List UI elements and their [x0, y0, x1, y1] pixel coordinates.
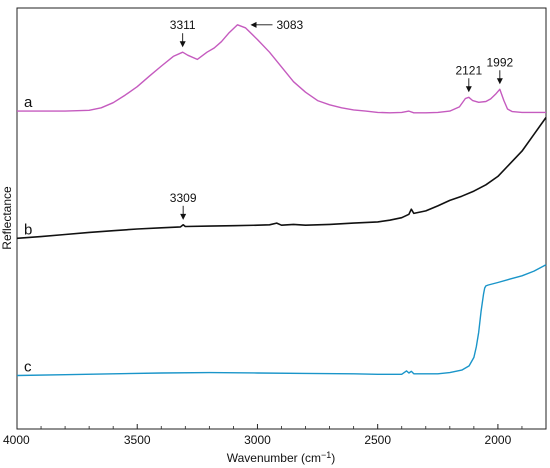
- annotation-arrow-head: [180, 213, 187, 220]
- series-label-c: c: [24, 359, 32, 376]
- annotation-arrow-head: [179, 41, 186, 48]
- annotation-3309: 3309: [170, 191, 197, 220]
- x-axis-title-suffix: ): [331, 451, 335, 465]
- series-label-a: a: [24, 94, 33, 111]
- x-axis-ticks: 4000 3500 3000 2500 2000: [3, 424, 547, 447]
- x-tick-label: 2000: [485, 433, 512, 447]
- series-line-b: [16, 117, 547, 240]
- series-label-b: b: [24, 221, 32, 238]
- annotation-label: 2121: [455, 63, 482, 77]
- series-line-a: [17, 24, 546, 114]
- annotation-label: 3309: [170, 191, 197, 205]
- annotation-arrow-head: [250, 21, 257, 28]
- x-axis-title-superscript: −1: [321, 450, 331, 460]
- y-axis-title: Reflectance: [0, 186, 14, 250]
- annotation-2121: 2121: [455, 63, 482, 93]
- x-tick-label: 3000: [244, 433, 271, 447]
- annotation-label: 1992: [486, 55, 513, 69]
- annotation-arrow-head: [496, 78, 503, 85]
- annotation-label: 3083: [276, 18, 303, 32]
- annotation-label: 3311: [170, 18, 196, 32]
- annotation-3311: 3311: [170, 18, 196, 48]
- annotation-1992: 1992: [486, 55, 514, 85]
- annotation-arrow-head: [465, 86, 472, 93]
- x-tick-label: 2500: [364, 433, 391, 447]
- x-axis-title: Wavenumber (cm−1): [227, 450, 336, 465]
- annotation-layer: 3311 3083 2121 1992 3309: [170, 18, 514, 220]
- series-layer: a b c: [16, 24, 547, 377]
- x-axis-title-main: Wavenumber (cm: [227, 451, 321, 465]
- series-line-c: [16, 264, 547, 377]
- annotation-3083: 3083: [250, 18, 304, 32]
- x-tick-label: 4000: [3, 433, 30, 447]
- x-tick-label: 3500: [124, 433, 151, 447]
